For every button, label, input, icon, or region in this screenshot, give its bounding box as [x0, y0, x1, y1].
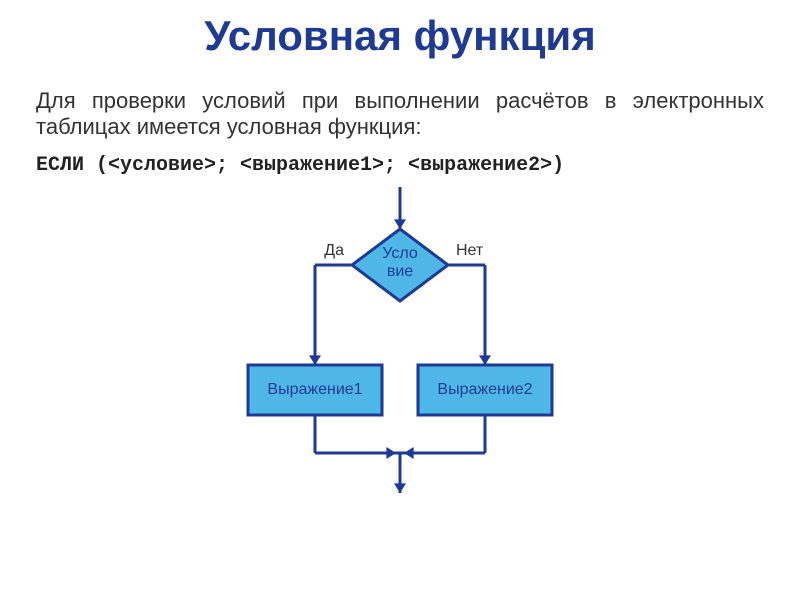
formula-line: ЕСЛИ (<условие>; <выражение1>; <выражени…	[36, 154, 764, 177]
flowchart-container: Условие Да Нет Выражение1 Выражение2	[0, 187, 800, 517]
title-text: Условная функция	[204, 12, 595, 59]
arrow-head-icon	[394, 483, 406, 493]
intro-paragraph: Для проверки условий при выполнении расч…	[36, 88, 764, 140]
page-title: Условная функция	[0, 12, 800, 60]
flowchart-svg: Условие Да Нет Выражение1 Выражение2	[200, 187, 600, 517]
arrow-head-icon	[404, 447, 414, 459]
condition-label: вие	[387, 263, 413, 280]
condition-label: Усло	[382, 245, 418, 262]
yes-label: Да	[324, 242, 344, 259]
expr2-node-label: Выражение2	[437, 381, 532, 398]
formula-text: ЕСЛИ (<условие>; <выражение1>; <выражени…	[36, 154, 564, 177]
arrow-head-icon	[386, 447, 396, 459]
no-label: Нет	[456, 242, 484, 259]
expr1-node-label: Выражение1	[267, 381, 362, 398]
intro-text: Для проверки условий при выполнении расч…	[36, 88, 764, 139]
